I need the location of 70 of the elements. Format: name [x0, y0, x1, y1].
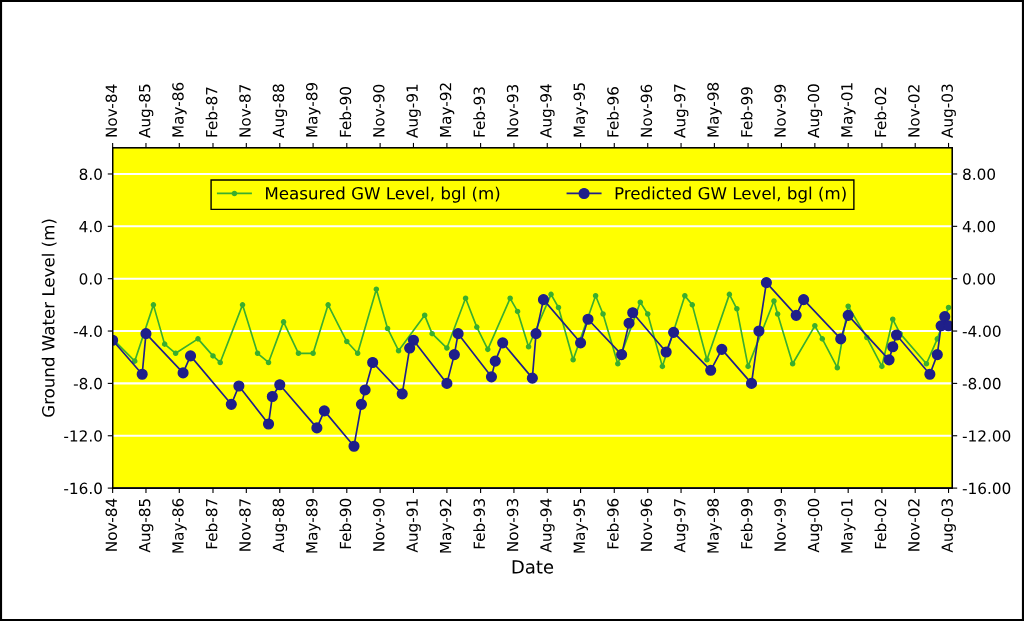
x-tick-label: Nov-96	[640, 84, 653, 137]
x2-tick-label: May-89	[305, 498, 321, 553]
y-tick-label: 8.0	[79, 168, 102, 180]
x2-tick-label: Aug-94	[540, 498, 555, 553]
x-tick-label: May-98	[707, 82, 722, 137]
x-tick-label: Nov-87	[239, 85, 251, 137]
x-tick-label: Nov-93	[506, 84, 519, 137]
legend-label: Predicted GW Level, bgl (m)	[615, 186, 846, 203]
y-tick-label: 0.0	[79, 273, 102, 285]
x2-tick-label: Feb-02	[874, 499, 887, 549]
x-tick-label: Feb-90	[339, 87, 352, 137]
x2-tick-label: Nov-90	[373, 498, 385, 551]
y-tick-label: 4.0	[79, 220, 102, 233]
y2-tick-label: 0.00	[963, 273, 996, 285]
x2-tick-label: May-86	[172, 498, 187, 553]
legend-label: Measured GW Level, bgl (m)	[266, 186, 500, 203]
x-tick-label: May-95	[573, 83, 588, 137]
y2-tick-label: 8.00	[963, 168, 996, 180]
x-tick-label: Feb-02	[874, 87, 887, 137]
x2-tick-label: Feb-87	[205, 499, 218, 549]
x-tick-label: Nov-99	[774, 84, 786, 137]
x-tick-label: May-92	[439, 83, 455, 137]
x-tick-label: Feb-87	[205, 87, 218, 137]
x2-tick-label: Feb-90	[339, 498, 352, 549]
x-tick-label: Nov-84	[105, 84, 118, 137]
x2-tick-label: Nov-99	[774, 498, 786, 551]
y-axis-title: Ground Water Level (m)	[41, 219, 57, 417]
x2-tick-label: May-01	[841, 499, 856, 553]
x-tick-label: May-89	[305, 82, 321, 137]
x2-tick-label: Feb-96	[606, 498, 619, 549]
x-tick-label: Aug-88	[272, 84, 288, 138]
x-tick-label: Nov-02	[908, 85, 920, 137]
x2-tick-label: May-95	[573, 499, 588, 553]
y2-tick-label: -4.00	[962, 325, 1001, 338]
x-tick-label: Aug-85	[138, 84, 154, 138]
x-tick-label: May-01	[841, 83, 856, 137]
y2-tick-label: 4.00	[962, 220, 996, 233]
x2-tick-label: Nov-87	[239, 499, 251, 551]
x2-tick-label: Aug-00	[807, 498, 823, 553]
x2-tick-label: Nov-96	[640, 498, 653, 551]
x-tick-label: Aug-94	[540, 84, 555, 138]
x2-tick-label: May-98	[707, 498, 722, 553]
y-tick-label: -12.0	[64, 430, 102, 442]
x2-tick-label: Aug-91	[406, 499, 421, 553]
y-tick-label: -8.0	[73, 377, 102, 390]
x2-tick-label: Feb-99	[740, 498, 753, 549]
x2-tick-label: Aug-88	[272, 498, 288, 553]
x2-tick-label: Nov-84	[105, 498, 118, 551]
x2-tick-label: Nov-02	[908, 499, 920, 551]
x2-tick-label: Aug-03	[941, 499, 956, 553]
x2-tick-label: Aug-97	[673, 499, 689, 553]
x-axis-title: Date	[512, 560, 554, 574]
x-tick-label: Aug-00	[807, 84, 823, 138]
y2-tick-label: -8.00	[962, 377, 1001, 390]
x2-tick-label: Feb-93	[473, 499, 486, 549]
x-tick-label: Nov-90	[373, 84, 385, 137]
x2-tick-label: Aug-85	[138, 499, 154, 553]
y-tick-label: -4.0	[73, 325, 102, 338]
x-tick-label: Feb-93	[473, 87, 486, 137]
y2-tick-label: -16.00	[962, 482, 1011, 495]
x2-tick-label: Nov-93	[506, 499, 519, 551]
x-tick-label: Aug-03	[941, 84, 956, 138]
x-tick-label: May-86	[172, 82, 187, 137]
x-tick-label: Aug-97	[673, 84, 689, 138]
y-tick-label: -16.0	[64, 482, 102, 495]
x-tick-label: Feb-99	[740, 87, 753, 137]
y2-tick-label: -12.00	[962, 430, 1011, 442]
x2-tick-label: May-92	[439, 499, 455, 553]
x-tick-label: Feb-96	[606, 87, 619, 137]
x-tick-label: Aug-91	[406, 84, 421, 138]
